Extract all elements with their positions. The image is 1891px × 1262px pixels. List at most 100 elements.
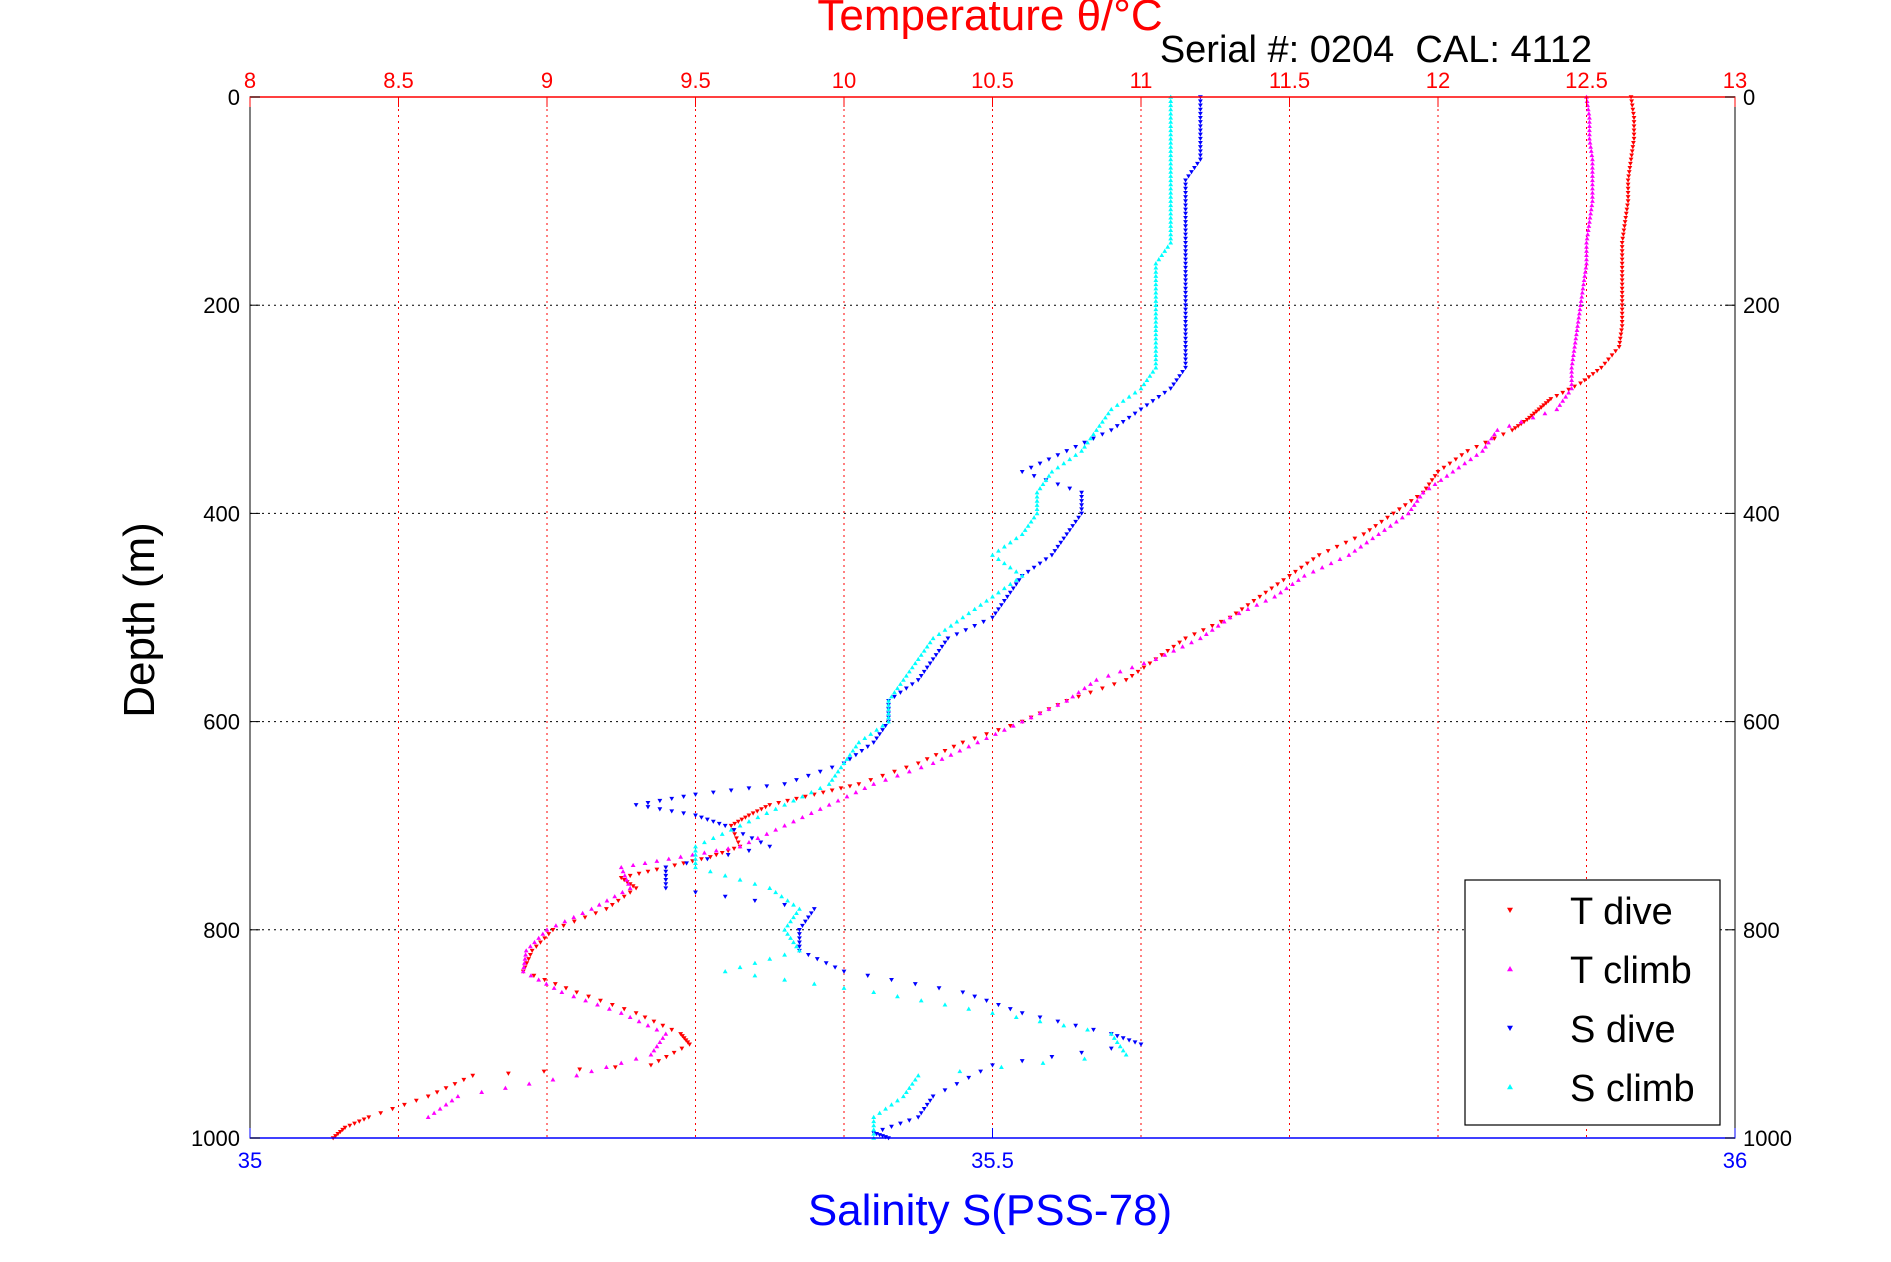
data-point	[1198, 136, 1203, 142]
data-point	[1319, 565, 1325, 570]
data-point	[1352, 536, 1358, 541]
data-point	[1073, 452, 1079, 457]
data-point	[1183, 265, 1188, 271]
data-point	[531, 973, 537, 979]
data-point	[737, 844, 743, 849]
data-point	[1073, 519, 1079, 525]
data-point	[1631, 136, 1637, 142]
data-point	[918, 673, 924, 679]
data-point	[844, 756, 850, 761]
data-point	[1025, 523, 1031, 528]
data-point	[782, 977, 787, 982]
right-depth-tick-label: 0	[1743, 85, 1755, 110]
data-point	[1293, 569, 1298, 575]
data-point	[924, 1102, 930, 1108]
data-point	[1114, 424, 1120, 429]
data-point	[654, 1043, 660, 1049]
data-point	[1245, 606, 1251, 611]
data-point	[930, 657, 936, 662]
data-point	[1010, 723, 1016, 728]
data-point	[826, 781, 832, 786]
data-point	[1055, 702, 1061, 707]
data-point	[1091, 436, 1096, 441]
data-point	[1165, 244, 1171, 249]
data-point	[1168, 123, 1174, 128]
data-point	[1411, 502, 1417, 507]
data-point	[1585, 227, 1591, 233]
data-point	[984, 735, 989, 741]
data-point	[1099, 686, 1105, 691]
data-point	[1153, 356, 1159, 362]
data-point	[1631, 141, 1636, 146]
data-point	[1578, 381, 1583, 386]
data-point	[1198, 99, 1203, 104]
data-point	[1153, 306, 1159, 312]
data-point	[1010, 586, 1016, 591]
data-point	[425, 1094, 431, 1099]
chart-title: Temperature θ/°C	[817, 0, 1162, 40]
data-point	[1153, 290, 1159, 295]
data-point	[1153, 265, 1159, 270]
data-point	[1016, 578, 1022, 583]
data-point	[1168, 198, 1174, 203]
data-point	[1352, 548, 1358, 553]
data-point	[1153, 344, 1159, 349]
data-point	[871, 740, 877, 745]
data-point	[1168, 177, 1174, 183]
data-point	[996, 607, 1001, 612]
data-point	[1198, 145, 1203, 150]
data-point	[702, 839, 707, 845]
data-point	[915, 1073, 921, 1078]
data-point	[1168, 152, 1174, 158]
data-point	[528, 973, 534, 978]
legend-marker	[1507, 907, 1513, 913]
data-point	[656, 1059, 662, 1064]
data-point	[1183, 324, 1188, 329]
data-point	[785, 923, 790, 928]
data-point	[669, 809, 675, 814]
data-point	[1189, 170, 1194, 175]
data-point	[1171, 644, 1177, 650]
data-point	[898, 681, 903, 686]
data-point	[990, 1063, 995, 1068]
data-point	[948, 752, 954, 757]
temperature-tick-label: 10.5	[971, 68, 1014, 93]
data-point	[1153, 261, 1159, 266]
data-point	[874, 727, 880, 732]
data-point	[1515, 424, 1521, 429]
data-point	[1094, 427, 1099, 432]
data-point	[966, 744, 972, 749]
data-point	[1631, 124, 1637, 129]
data-point	[1587, 132, 1592, 137]
data-point	[732, 832, 738, 837]
data-point	[883, 723, 888, 729]
legend: T dive T climb S dive S climb	[1464, 879, 1721, 1126]
data-point	[1500, 432, 1506, 437]
data-point	[1198, 635, 1203, 641]
data-point	[1144, 377, 1150, 382]
data-point	[906, 1085, 912, 1090]
data-point	[618, 1060, 624, 1065]
data-point	[627, 890, 633, 895]
data-point	[1079, 511, 1084, 516]
legend-label: T dive	[1570, 891, 1673, 933]
data-point	[1209, 624, 1215, 629]
data-point	[800, 794, 805, 799]
data-point	[1168, 194, 1174, 199]
data-point	[1177, 374, 1183, 379]
data-point	[906, 769, 912, 774]
data-point	[443, 1086, 449, 1091]
data-point	[633, 1056, 639, 1061]
data-point	[1058, 540, 1064, 545]
data-point	[1067, 486, 1073, 491]
data-point	[620, 889, 625, 895]
data-point	[425, 1114, 431, 1119]
data-point	[413, 1098, 419, 1103]
data-point	[1138, 386, 1144, 391]
left-depth-tick-label: 600	[203, 710, 240, 735]
data-point	[1108, 1046, 1114, 1051]
data-point	[886, 706, 891, 711]
data-point	[1571, 352, 1576, 357]
data-point	[580, 910, 586, 915]
data-point	[1619, 249, 1625, 254]
